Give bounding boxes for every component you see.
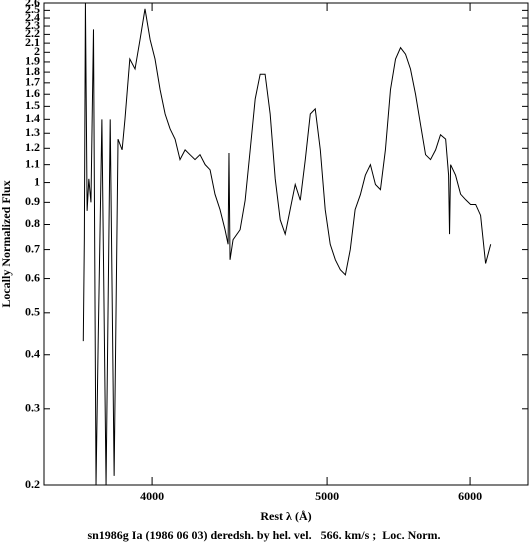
y-tick-label: 1.2: [25, 140, 40, 154]
y-tick-label: 2: [34, 44, 40, 58]
y-tick-label: 2.6: [25, 0, 40, 9]
y-tick-label: 1.3: [25, 125, 40, 139]
plot-frame: [43, 2, 529, 486]
y-tick-label: 0.8: [25, 216, 40, 230]
y-tick-label: 0.6: [25, 270, 40, 284]
y-tick-label: 1.8: [25, 64, 40, 78]
y-tick-label: 0.3: [25, 401, 40, 415]
y-tick-label: 2.4: [25, 10, 40, 24]
y-tick-label: 1.9: [25, 54, 40, 68]
y-tick-label: 2.3: [25, 18, 40, 32]
y-tick-label: 1.1: [25, 156, 40, 170]
y-tick-label: 0.4: [25, 346, 40, 360]
y-tick-label: 1.5: [25, 98, 40, 112]
y-tick-label: 2.2: [25, 26, 40, 40]
y-tick-label: 1.7: [25, 75, 40, 89]
y-tick-label: 0.7: [25, 241, 40, 255]
x-axis-label: Rest λ (Å): [260, 509, 311, 523]
y-tick-label: 0.5: [25, 305, 40, 319]
y-tick-label: 1.6: [25, 86, 40, 100]
x-tick-label: 5000: [315, 489, 339, 503]
y-axis-label: Locally Normalized Flux: [0, 180, 13, 307]
spectrum-line: [82, 2, 492, 486]
x-tick-label: 4000: [140, 489, 164, 503]
y-tick-label: 2.1: [25, 35, 40, 49]
y-tick-label: 1: [34, 174, 40, 188]
y-tick-label: 2.5: [25, 2, 40, 16]
y-tick-label: 1.4: [25, 111, 40, 125]
x-tick-label: 6000: [458, 489, 482, 503]
y-tick-label: 0.2: [25, 477, 40, 491]
y-tick-label: 0.9: [25, 194, 40, 208]
chart-title: sn1986g Ia (1986 06 03) deredsh. by hel.…: [87, 528, 440, 542]
